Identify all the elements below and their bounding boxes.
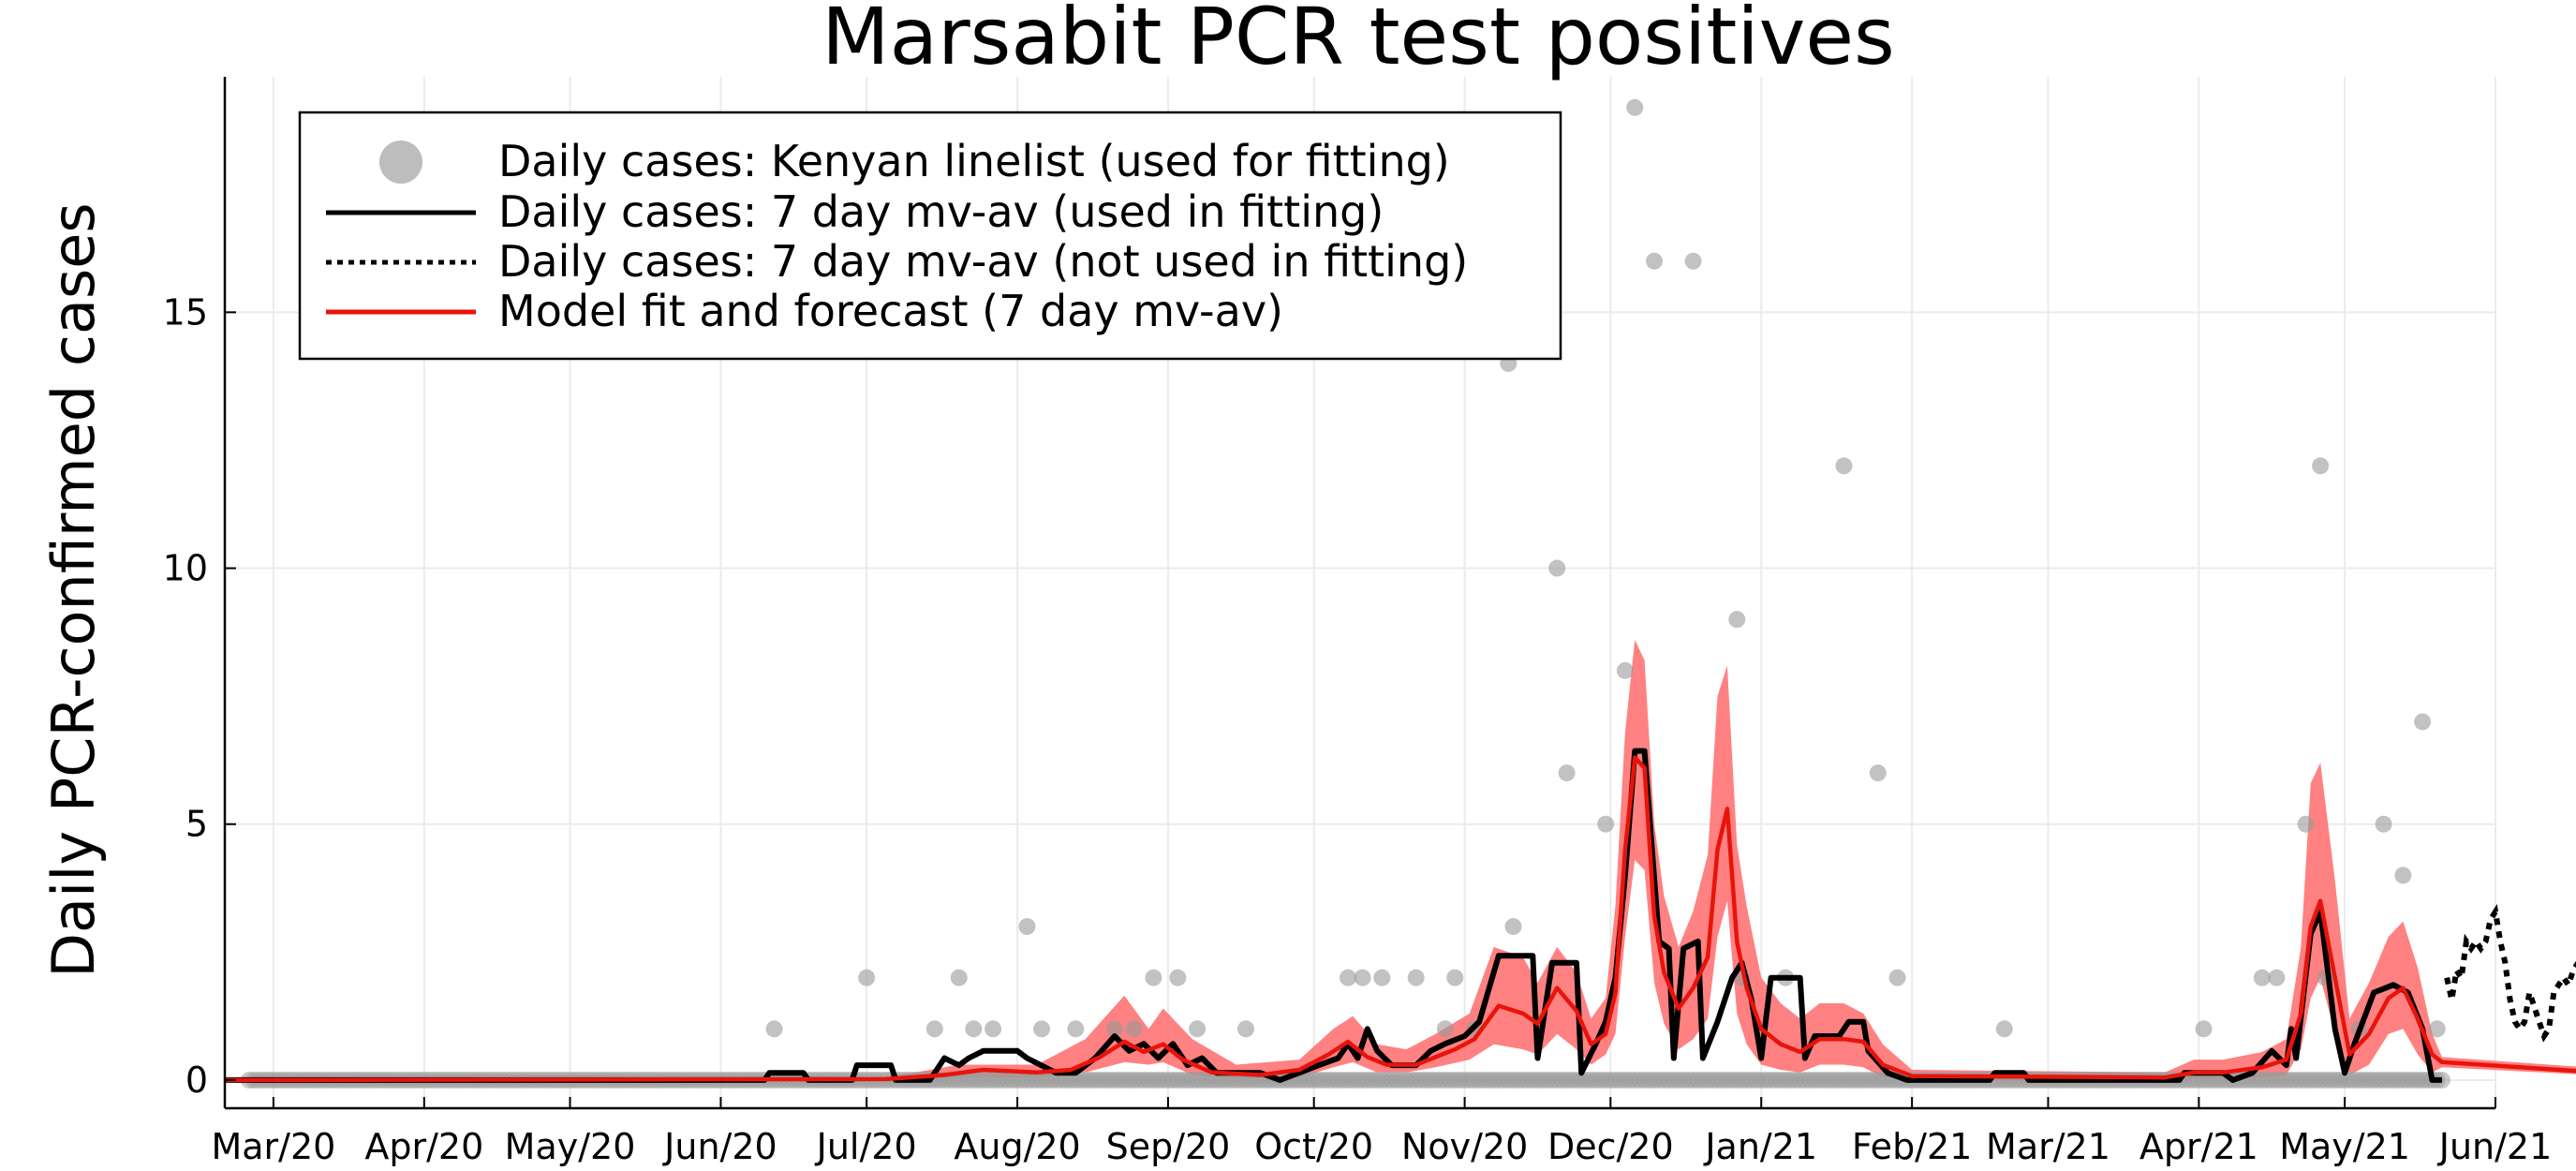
data-point [1616, 661, 1634, 679]
chart-title: Marsabit PCR test positives [822, 0, 1895, 82]
x-tick-label: Mar/20 [211, 1126, 335, 1167]
data-point [1145, 969, 1162, 986]
axes [223, 77, 2496, 1110]
data-point [1684, 252, 1702, 270]
data-point [1504, 918, 1522, 936]
x-tick-label: Apr/21 [2139, 1126, 2258, 1167]
data-point [925, 1020, 943, 1038]
data-point [1407, 969, 1425, 986]
legend-label-points: Daily cases: Kenyan linelist (used for f… [498, 136, 1450, 186]
x-tick-label: Jan/21 [1703, 1126, 1817, 1167]
tick-labels: Mar/20 Apr/20 May/20 Jun/20 Jul/20 Aug/20 Sep/… [163, 291, 2553, 1167]
data-point [1436, 1020, 1454, 1038]
data-point [1646, 252, 1664, 270]
x-tick-label: Sep/20 [1106, 1126, 1231, 1167]
series-line-mvav-unused [2444, 903, 2576, 1043]
data-point [985, 1020, 1002, 1038]
series-line-mvav [225, 748, 2442, 1083]
x-tick-label: Dec/20 [1547, 1126, 1674, 1167]
data-point [1125, 1020, 1143, 1038]
y-tick-label: 15 [163, 291, 208, 333]
y-tick-label: 5 [185, 804, 208, 845]
x-tick-label: Jun/20 [662, 1126, 777, 1167]
x-tick-label: Apr/20 [364, 1126, 483, 1167]
legend-label-mvav-unused: Daily cases: 7 day mv-av (not used in fi… [498, 236, 1468, 287]
data-point [2253, 969, 2271, 986]
data-point [1067, 1020, 1085, 1038]
model-band-area [225, 640, 2576, 1080]
model-confidence-band [225, 640, 2576, 1080]
data-point [965, 1020, 983, 1038]
x-tick-label: Mar/21 [1986, 1126, 2110, 1167]
data-point [2375, 815, 2392, 833]
y-axis-label: Daily PCR-confirmed cases [39, 202, 108, 977]
data-point [1018, 918, 1036, 936]
data-point [1373, 969, 1391, 986]
x-tick-label: May/20 [505, 1126, 636, 1167]
legend-label-model: Model fit and forecast (7 day mv-av) [498, 286, 1283, 336]
data-point [1340, 969, 1357, 986]
data-point [950, 969, 968, 986]
series-line-model [224, 755, 2576, 1083]
series-lines [224, 748, 2576, 1083]
data-point [1728, 611, 1746, 629]
data-point [2312, 457, 2330, 475]
x-tick-label: Feb/21 [1852, 1126, 1972, 1167]
data-point [1548, 559, 1566, 577]
data-point [1995, 1020, 2013, 1038]
data-point [2297, 815, 2315, 833]
data-point [1888, 969, 1906, 986]
data-point [2394, 867, 2412, 884]
data-point [1558, 764, 1576, 782]
data-point [1626, 98, 1644, 116]
x-tick-label: Jun/21 [2437, 1126, 2553, 1167]
legend-swatch-points [379, 141, 422, 184]
data-point [1835, 457, 1853, 475]
data-point [2414, 713, 2432, 731]
data-point [1105, 1020, 1123, 1038]
data-point [1169, 969, 1187, 986]
data-point [1033, 1020, 1051, 1038]
x-tick-label: Nov/20 [1401, 1126, 1528, 1167]
y-tick-label: 10 [163, 548, 208, 589]
data-point [765, 1020, 783, 1038]
data-point [1354, 969, 1371, 986]
x-tick-label: Jul/20 [815, 1126, 917, 1167]
data-point [2433, 1071, 2450, 1089]
data-point [1869, 764, 1887, 782]
x-tick-label: Aug/20 [954, 1126, 1080, 1167]
data-point [2428, 1020, 2446, 1038]
y-tick-label: 0 [185, 1060, 208, 1101]
data-point [858, 969, 876, 986]
data-point [1446, 969, 1464, 986]
data-point [2195, 1020, 2213, 1038]
data-point [1237, 1020, 1255, 1038]
legend-label-mvav: Daily cases: 7 day mv-av (used in fittin… [498, 186, 1384, 237]
data-point [1189, 1020, 1207, 1038]
x-tick-label: Oct/20 [1254, 1126, 1373, 1167]
x-tick-label: May/21 [2279, 1126, 2410, 1167]
data-point [2268, 969, 2286, 986]
data-point [1597, 815, 1615, 833]
legend: Daily cases: Kenyan linelist (used for f… [298, 111, 1562, 361]
legend-box [298, 111, 1562, 361]
